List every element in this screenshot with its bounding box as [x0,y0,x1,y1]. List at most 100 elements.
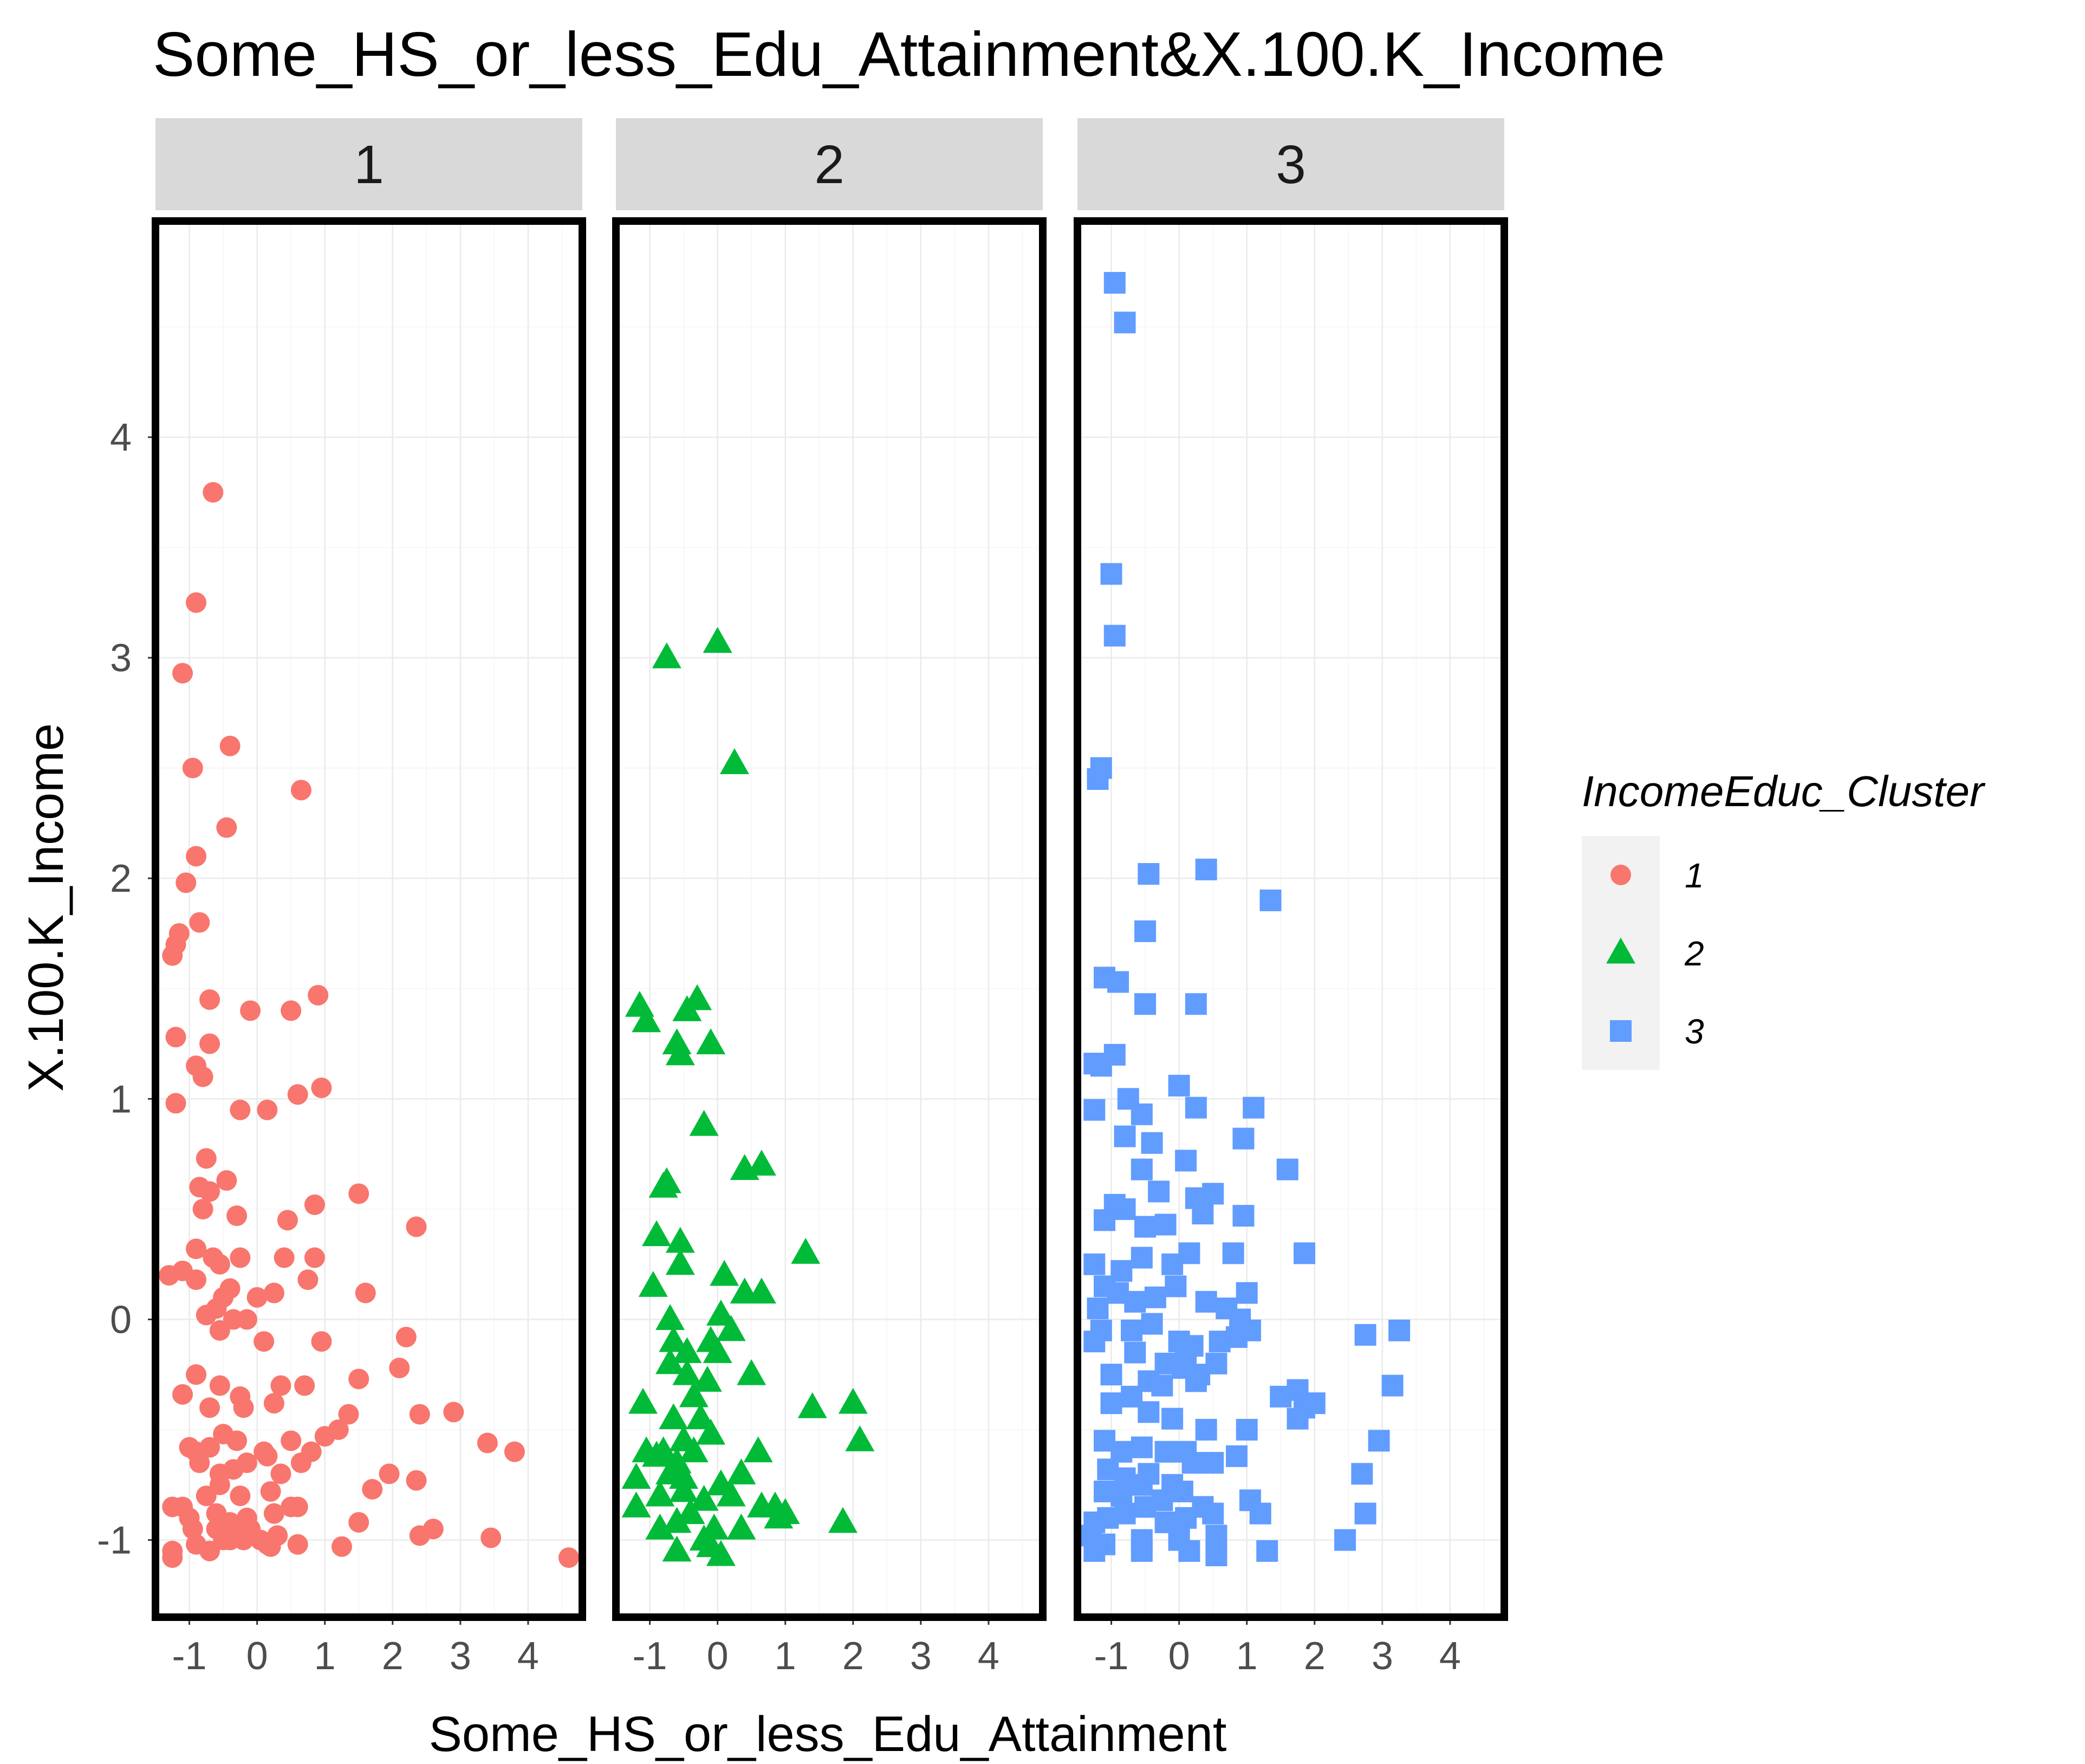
data-point [703,627,732,653]
data-point [297,1269,319,1290]
data-point [1154,1441,1177,1463]
y-tick-label: 1 [110,1078,132,1121]
data-point [230,1486,251,1507]
data-point [338,1404,359,1425]
data-point [1124,1290,1146,1313]
data-point [689,1525,719,1551]
data-point [686,1403,716,1430]
data-point [1195,1290,1217,1313]
data-point [1100,563,1122,585]
data-point [1151,1374,1173,1397]
data-point [689,1110,719,1136]
panel-border [612,217,1047,1621]
data-point [679,1436,709,1463]
data-point [1131,1158,1153,1181]
facet-strip [616,118,1043,210]
data-point [406,1216,427,1237]
data-point [797,1392,827,1418]
data-point [236,1452,257,1474]
data-point [675,1498,705,1525]
data-point [669,1463,699,1489]
data-point [199,1181,220,1202]
data-point [311,1077,332,1098]
data-point [1171,1480,1193,1502]
data-point [219,1529,241,1551]
facet-strip-label: 1 [354,134,384,195]
data-point [1178,1242,1200,1264]
data-point [277,1210,298,1231]
data-point [838,1387,868,1414]
x-tick-label: -1 [633,1635,667,1678]
data-point [665,1039,695,1066]
data-point [665,1227,695,1253]
data-point [331,1536,352,1557]
series-1-points [159,482,579,1568]
data-point [1114,312,1136,334]
data-point [165,1093,186,1114]
facet-panel-3: 3 [1074,118,1508,1621]
data-point [1202,1452,1224,1474]
data-point [1368,1430,1390,1452]
legend: IncomeEduc_Cluster 1 2 3 [1582,767,1986,1070]
data-point [1138,1401,1160,1423]
data-point [1114,1125,1136,1147]
data-point [186,1238,207,1260]
data-point [270,1463,291,1484]
x-tick-label: -1 [1094,1635,1129,1678]
x-tick-label: 4 [1439,1635,1461,1678]
data-point [1388,1319,1411,1341]
data-point [1351,1463,1373,1485]
data-point [692,1366,722,1392]
data-point [260,1481,281,1502]
data-point [1083,1540,1106,1562]
data-point [1141,1132,1163,1154]
data-point [1236,1282,1258,1304]
data-point [216,1170,237,1191]
data-point [1134,993,1157,1015]
data-point [348,1512,369,1533]
facet-strip-label: 2 [814,134,845,195]
data-point [716,1315,746,1341]
data-point [257,1099,278,1120]
data-point [186,592,207,613]
legend-label-1: 1 [1685,856,1704,895]
facet-strip [1077,118,1504,210]
data-point [1185,1370,1207,1392]
data-point [1090,1055,1112,1077]
facet-strip [155,118,582,210]
data-point [746,1150,776,1176]
data-point [409,1525,430,1546]
data-point [665,1249,695,1275]
x-tick-label: 0 [1168,1635,1190,1678]
data-point [1154,1214,1177,1236]
x-tick-label: 1 [1236,1635,1258,1678]
data-point [311,1331,332,1352]
data-point [1134,1216,1157,1238]
data-point [1103,271,1126,294]
data-point [1134,1496,1157,1518]
y-tick-label: 2 [110,857,132,900]
data-point [696,1418,726,1445]
data-point [304,1194,325,1215]
data-point [662,1535,692,1562]
data-point [379,1463,400,1484]
data-point [1083,1253,1106,1275]
data-point [196,1148,217,1169]
data-point [362,1478,383,1500]
x-tick-label: 3 [1372,1635,1393,1678]
data-point [648,1171,678,1198]
data-point [199,1033,220,1054]
x-tick-label: 4 [517,1635,539,1678]
data-point [504,1441,525,1462]
data-point [689,1484,719,1511]
data-point [1168,1518,1190,1540]
data-point [1161,1408,1184,1430]
data-point [287,1084,308,1105]
data-point [1138,863,1160,885]
data-point [216,817,237,838]
data-point [304,1247,325,1268]
data-point [287,1534,308,1555]
data-point [706,1299,736,1326]
facet-panels: 1 2 3 [152,118,1508,1621]
data-point [395,1326,417,1347]
